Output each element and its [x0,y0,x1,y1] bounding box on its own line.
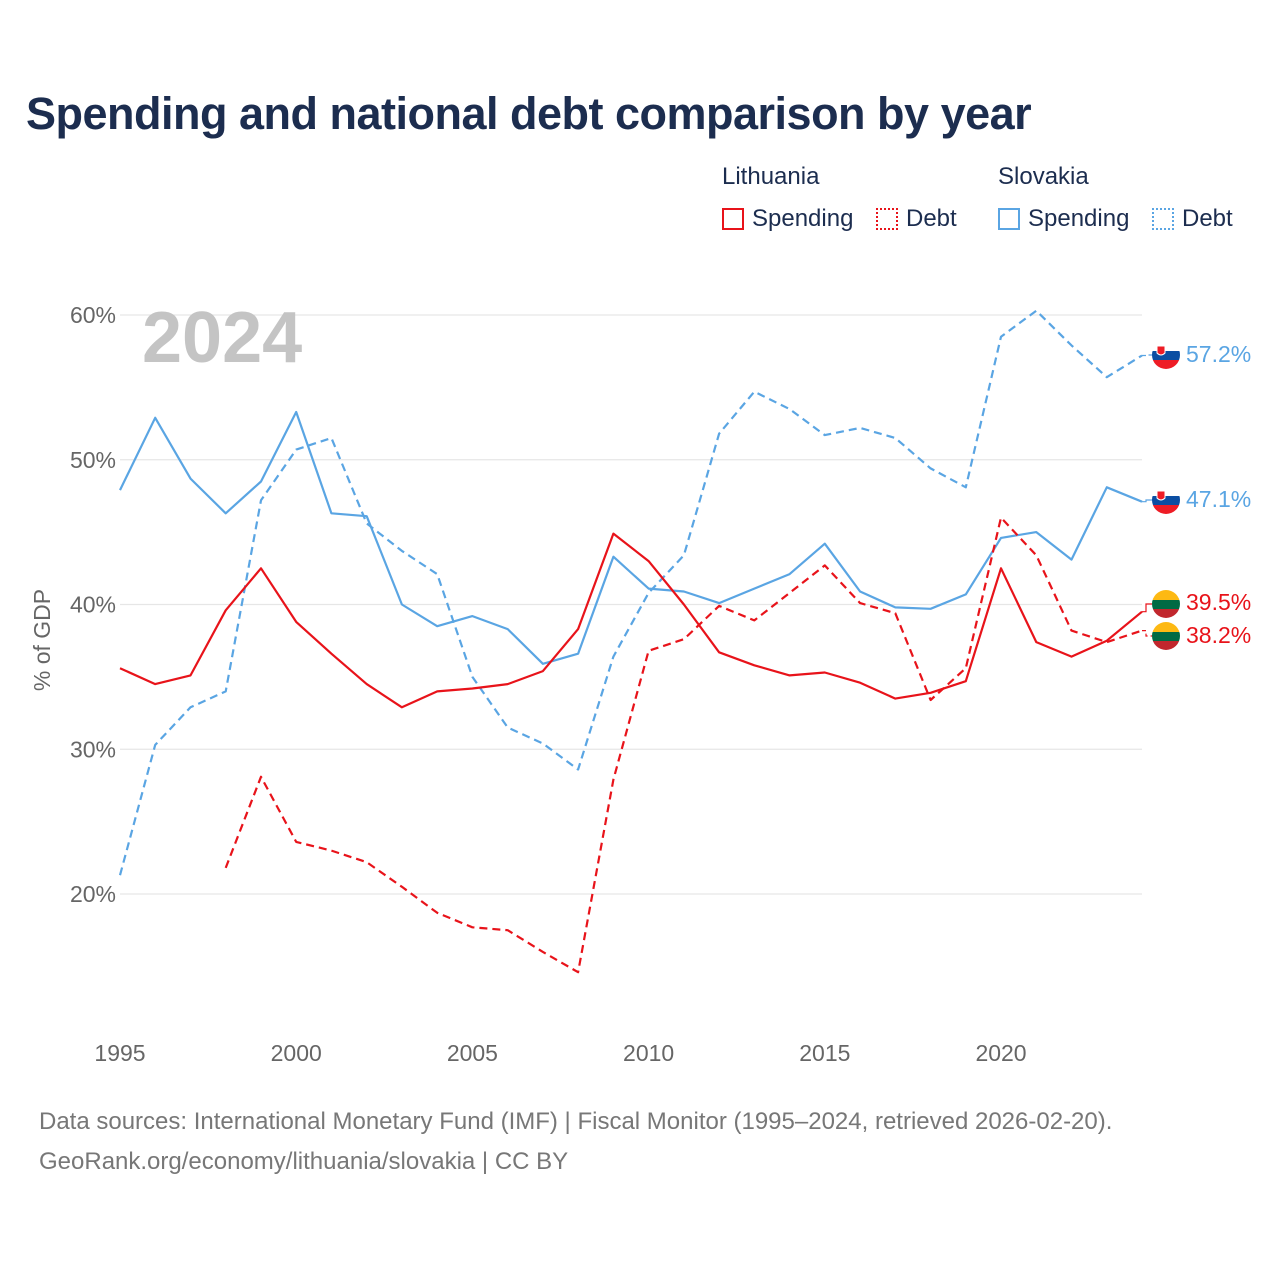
footer-sources: Data sources: International Monetary Fun… [39,1108,1113,1135]
y-tick-label: 60% [70,302,116,328]
legend-label: Debt [1182,205,1233,232]
year-watermark: 2024 [142,298,302,378]
legend-lithuania-spending[interactable]: Spending [722,205,853,233]
legend-slovakia-debt[interactable]: Debt [1152,205,1233,233]
legend-swatch-solid-red [722,208,744,230]
series-line-lithuania-debt [224,516,1143,974]
end-connector-slovakia-debt [1142,354,1152,357]
legend-swatch-dotted-blue [1152,208,1174,230]
y-tick-label: 30% [70,736,116,762]
legend-label: Spending [1028,205,1130,232]
chart-title: Spending and national debt comparison by… [26,88,1032,139]
legend-country-slovakia: Slovakia [998,163,1089,190]
series-line-slovakia-spending [119,410,1143,665]
lithuania-flag-icon [1152,622,1180,650]
footer-attribution[interactable]: GeoRank.org/economy/lithuania/slovakia |… [39,1148,569,1175]
end-connector-slovakia-spending [1142,499,1152,503]
x-tick-label: 2020 [975,1040,1026,1066]
x-tick-label: 1995 [94,1040,145,1066]
end-value-label-lithuania-debt: 38.2% [1186,622,1251,648]
x-tick-label: 2015 [799,1040,850,1066]
end-value-label-lithuania-spending: 39.5% [1186,589,1251,615]
legend-slovakia-spending[interactable]: Spending [998,205,1129,233]
y-tick-label: 20% [70,881,116,907]
end-connector-lithuania-spending [1142,603,1152,613]
legend-swatch-dotted-red [876,208,898,230]
legend-lithuania-debt[interactable]: Debt [876,205,957,233]
end-connector-lithuania-debt [1142,629,1152,637]
slovakia-flag-icon [1152,486,1180,514]
legend-label: Spending [752,205,854,232]
legend-country-lithuania: Lithuania [722,163,820,190]
y-tick-label: 40% [70,592,116,618]
y-axis-label: % of GDP [29,589,55,691]
x-tick-label: 2010 [623,1040,674,1066]
end-value-label-slovakia-spending: 47.1% [1186,486,1251,512]
slovakia-flag-icon [1152,341,1180,369]
x-tick-label: 2000 [271,1040,322,1066]
series-line-lithuania-spending [119,532,1143,709]
legend-label: Debt [906,205,957,232]
y-tick-label: 50% [70,447,116,473]
lithuania-flag-icon [1152,590,1180,618]
series-line-slovakia-debt [118,309,1143,876]
legend-swatch-solid-blue [998,208,1020,230]
x-tick-label: 2005 [447,1040,498,1066]
end-value-label-slovakia-debt: 57.2% [1186,341,1251,367]
